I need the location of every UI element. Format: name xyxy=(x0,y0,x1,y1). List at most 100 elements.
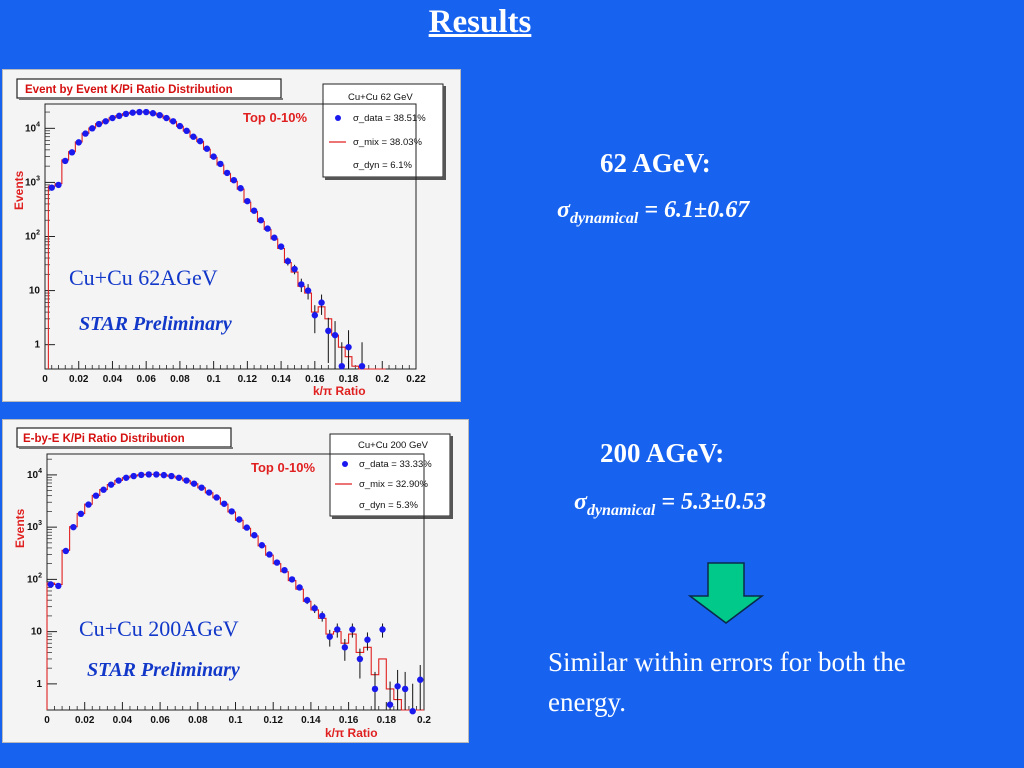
legend-item-data: σ_data = 38.51% xyxy=(353,113,426,124)
data-marker xyxy=(70,523,77,531)
data-marker xyxy=(386,701,394,708)
data-point xyxy=(264,225,271,232)
data-point xyxy=(68,149,76,156)
data-point xyxy=(394,669,401,710)
x-tick-label: 0.18 xyxy=(339,374,359,385)
x-tick-label: 0.04 xyxy=(103,374,123,385)
sigma-subscript: dynamical xyxy=(569,209,639,227)
data-point xyxy=(364,632,371,651)
data-point xyxy=(82,130,89,137)
y-tick-label: 1 xyxy=(34,340,40,351)
data-point xyxy=(291,264,298,275)
data-point xyxy=(196,137,204,145)
data-point xyxy=(311,305,319,334)
x-tick-label: 0.22 xyxy=(406,374,426,385)
data-marker xyxy=(250,207,258,214)
data-point xyxy=(55,582,62,590)
data-marker xyxy=(163,114,170,122)
data-point xyxy=(130,472,137,480)
energy-62-label: 62 AGeV: xyxy=(600,148,711,178)
data-marker xyxy=(205,489,213,496)
data-marker xyxy=(273,559,281,566)
data-marker xyxy=(401,685,409,693)
data-marker xyxy=(95,120,103,128)
data-point xyxy=(288,576,296,583)
data-marker xyxy=(142,108,150,116)
data-point xyxy=(311,604,318,614)
data-point xyxy=(95,120,103,128)
chart-panel-62: Event by Event K/Pi Ratio Distribution T… xyxy=(2,69,461,402)
data-marker xyxy=(345,343,352,351)
data-marker xyxy=(122,474,130,481)
x-tick-label: 0.12 xyxy=(238,374,258,385)
data-marker xyxy=(251,532,258,539)
data-marker xyxy=(168,472,175,480)
data-point xyxy=(338,342,345,370)
data-marker xyxy=(85,501,92,508)
data-marker xyxy=(223,169,231,177)
data-marker xyxy=(169,118,177,125)
data-point xyxy=(198,484,205,491)
data-point xyxy=(401,671,409,710)
y-tick-label: 102 xyxy=(27,572,42,585)
data-point xyxy=(183,477,190,484)
page-title: Results xyxy=(428,4,532,40)
sigma-200: σdynamical = 5.3±0.53 xyxy=(574,489,766,520)
data-marker xyxy=(115,477,122,484)
data-marker xyxy=(176,122,184,130)
x-tick-label: 0.14 xyxy=(271,374,291,385)
data-point xyxy=(77,510,85,518)
data-marker xyxy=(160,471,168,479)
sigma-symbol: σ xyxy=(574,489,587,515)
data-marker xyxy=(311,605,318,612)
data-point xyxy=(100,486,107,493)
legend-marker xyxy=(342,461,348,467)
mix-histogram xyxy=(47,111,386,370)
data-point xyxy=(257,217,265,224)
centrality-label: Top 0-10% xyxy=(251,460,315,475)
data-marker xyxy=(153,471,160,478)
data-marker xyxy=(55,181,62,189)
data-point xyxy=(217,160,224,168)
data-point xyxy=(145,471,152,478)
data-marker xyxy=(82,130,89,137)
data-marker xyxy=(356,655,364,663)
data-marker xyxy=(257,217,265,224)
y-tick-label: 10 xyxy=(29,286,41,297)
data-point xyxy=(92,492,100,499)
data-marker xyxy=(230,176,238,184)
data-point xyxy=(356,648,364,679)
conclusion-text: Similar within errors for both the energ… xyxy=(548,647,906,717)
data-point xyxy=(371,671,379,710)
data-point xyxy=(62,547,70,555)
centrality-label: Top 0-10% xyxy=(243,110,307,125)
data-marker xyxy=(75,139,82,146)
chart-title: Event by Event K/Pi Ratio Distribution xyxy=(25,84,233,96)
data-point xyxy=(341,638,349,661)
data-marker xyxy=(62,547,70,555)
data-marker xyxy=(136,108,143,116)
y-tick-label: 103 xyxy=(27,520,42,533)
y-tick-label: 103 xyxy=(25,175,40,188)
chart-62: Event by Event K/Pi Ratio Distribution T… xyxy=(12,78,446,398)
data-marker xyxy=(281,566,288,574)
data-point xyxy=(62,157,69,165)
x-tick-label: 0.2 xyxy=(375,374,389,385)
data-marker xyxy=(271,234,278,241)
x-tick-label: 0.16 xyxy=(339,715,359,726)
legend: Cu+Cu 200 GeV σ_data = 33.33% σ_mix = 32… xyxy=(329,433,453,519)
data-marker xyxy=(116,112,123,120)
data-point xyxy=(349,623,356,638)
data-point xyxy=(345,330,352,369)
star-preliminary-200: STAR Preliminary xyxy=(87,659,240,681)
legend: Cu+Cu 62 GeV σ_data = 38.51% σ_mix = 38.… xyxy=(322,83,446,180)
data-point xyxy=(230,176,238,184)
data-marker xyxy=(331,331,339,339)
data-marker xyxy=(325,327,332,335)
data-point xyxy=(417,665,424,710)
chart-panel-200: E-by-E K/Pi Ratio Distribution Top 0-10%… xyxy=(2,419,469,743)
data-point xyxy=(160,471,168,479)
x-tick-label: 0 xyxy=(42,374,48,385)
data-marker xyxy=(264,225,271,232)
data-point xyxy=(258,542,266,549)
